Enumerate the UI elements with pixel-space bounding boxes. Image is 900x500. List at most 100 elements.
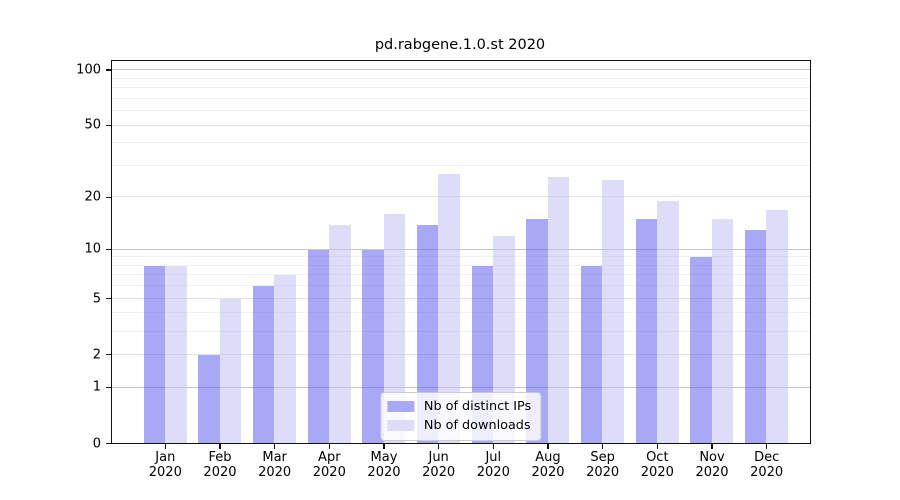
gridline-y-8 bbox=[111, 264, 810, 266]
x-tick-month: Mar bbox=[262, 449, 287, 465]
gridline-y-20 bbox=[111, 196, 810, 198]
x-tick-year: 2020 bbox=[258, 464, 292, 480]
bar-distinct-ips-sep bbox=[580, 265, 603, 443]
x-tick-year: 2020 bbox=[476, 464, 510, 480]
x-tick-year: 2020 bbox=[640, 464, 674, 480]
gridline-y-100 bbox=[111, 69, 810, 71]
x-tick-label-jul: Jul 2020 bbox=[463, 450, 523, 480]
x-tick-year: 2020 bbox=[422, 464, 456, 480]
x-tick-feb bbox=[219, 443, 221, 449]
bar-downloads-sep bbox=[602, 180, 624, 443]
x-tick-label-feb: Feb 2020 bbox=[190, 450, 250, 480]
x-tick-label-may: May 2020 bbox=[354, 450, 414, 480]
bar-downloads-aug bbox=[547, 177, 570, 443]
x-tick-label-jun: Jun 2020 bbox=[409, 450, 469, 480]
bar-downloads-mar bbox=[274, 275, 296, 443]
bar-downloads-jan bbox=[165, 265, 187, 443]
y-tick-50 bbox=[105, 124, 111, 126]
x-tick-dec bbox=[766, 443, 768, 449]
x-tick-label-jan: Jan 2020 bbox=[135, 450, 195, 480]
bar-distinct-ips-nov bbox=[690, 257, 712, 443]
y-tick-label-0: 0 bbox=[92, 436, 101, 451]
bar-distinct-ips-jan bbox=[143, 265, 166, 443]
bar-downloads-feb bbox=[219, 298, 242, 443]
gridline-y-5 bbox=[111, 297, 810, 299]
x-tick-month: Jan bbox=[155, 449, 176, 465]
bar-distinct-ips-apr bbox=[307, 249, 330, 443]
x-tick-month: Apr bbox=[318, 449, 341, 465]
x-tick-month: Sep bbox=[590, 449, 615, 465]
bar-distinct-ips-oct bbox=[635, 219, 658, 443]
x-tick-mar bbox=[274, 443, 276, 449]
y-tick-10 bbox=[105, 248, 111, 251]
x-tick-month: Feb bbox=[208, 449, 232, 465]
gridline-y-10 bbox=[111, 248, 810, 250]
bar-downloads-jul bbox=[493, 236, 515, 443]
x-tick-month: Oct bbox=[646, 449, 669, 465]
gridline-y-60 bbox=[111, 110, 810, 112]
gridline-y-3 bbox=[111, 330, 810, 332]
gridline-y-70 bbox=[111, 97, 810, 99]
gridline-y-9 bbox=[111, 256, 810, 258]
legend-swatch-downloads bbox=[386, 420, 414, 431]
x-tick-month: Aug bbox=[535, 449, 561, 465]
y-tick-100 bbox=[105, 69, 111, 71]
x-tick-year: 2020 bbox=[531, 464, 565, 480]
gridline-y-40 bbox=[111, 142, 810, 144]
gridline-y-80 bbox=[111, 87, 810, 89]
x-tick-apr bbox=[328, 443, 330, 449]
x-tick-label-aug: Aug 2020 bbox=[518, 450, 578, 480]
gridline-y-50 bbox=[111, 124, 810, 126]
x-tick-year: 2020 bbox=[586, 464, 620, 480]
gridline-y-1 bbox=[111, 386, 810, 388]
x-tick-year: 2020 bbox=[367, 464, 401, 480]
x-tick-sep bbox=[602, 443, 604, 449]
x-tick-may bbox=[383, 443, 385, 449]
y-tick-label-50: 50 bbox=[84, 117, 101, 133]
y-tick-label-2: 2 bbox=[92, 347, 101, 363]
x-tick-year: 2020 bbox=[695, 464, 729, 480]
y-tick-label-20: 20 bbox=[84, 189, 101, 205]
plot-area bbox=[110, 60, 811, 444]
x-tick-label-mar: Mar 2020 bbox=[245, 450, 305, 480]
x-tick-month: Nov bbox=[699, 449, 725, 465]
x-tick-nov bbox=[711, 443, 713, 449]
gridline-y-7 bbox=[111, 274, 810, 276]
gridline-y-6 bbox=[111, 285, 810, 287]
legend-item-downloads: Nb of downloads bbox=[386, 417, 531, 433]
x-tick-year: 2020 bbox=[750, 464, 784, 480]
bar-distinct-ips-mar bbox=[252, 286, 275, 443]
bar-downloads-nov bbox=[711, 219, 734, 443]
bar-downloads-apr bbox=[329, 224, 351, 443]
x-tick-jan bbox=[164, 443, 166, 449]
y-tick-label-100: 100 bbox=[76, 62, 101, 78]
y-tick-5 bbox=[105, 297, 111, 300]
x-tick-oct bbox=[656, 443, 658, 449]
legend-swatch-distinct-ips bbox=[386, 401, 414, 412]
x-tick-month: Jul bbox=[485, 449, 502, 465]
y-tick-2 bbox=[105, 353, 111, 356]
legend-item-distinct-ips: Nb of distinct IPs bbox=[386, 398, 532, 414]
bar-distinct-ips-aug bbox=[526, 219, 548, 443]
y-tick-label-5: 5 bbox=[92, 291, 101, 306]
y-tick-0 bbox=[105, 442, 111, 445]
chart-title: pd.rabgene.1.0.st 2020 bbox=[374, 37, 546, 53]
legend-label-downloads: Nb of downloads bbox=[423, 417, 531, 433]
bar-distinct-ips-jun bbox=[416, 224, 439, 443]
bar-distinct-ips-may bbox=[362, 249, 384, 443]
x-tick-label-dec: Dec 2020 bbox=[737, 450, 797, 480]
x-tick-aug bbox=[547, 443, 549, 449]
x-tick-label-nov: Nov 2020 bbox=[682, 450, 742, 480]
x-tick-label-sep: Sep 2020 bbox=[573, 450, 633, 480]
y-tick-label-10: 10 bbox=[84, 241, 101, 257]
legend: Nb of distinct IPs Nb of downloads bbox=[379, 391, 542, 441]
x-tick-year: 2020 bbox=[203, 464, 237, 480]
legend-label-distinct-ips: Nb of distinct IPs bbox=[423, 398, 532, 414]
bar-downloads-dec bbox=[766, 209, 788, 443]
x-tick-year: 2020 bbox=[148, 464, 182, 480]
x-tick-month: May bbox=[370, 449, 398, 465]
bar-distinct-ips-dec bbox=[744, 230, 767, 443]
y-tick-20 bbox=[105, 196, 111, 198]
gridline-y-90 bbox=[111, 77, 810, 79]
